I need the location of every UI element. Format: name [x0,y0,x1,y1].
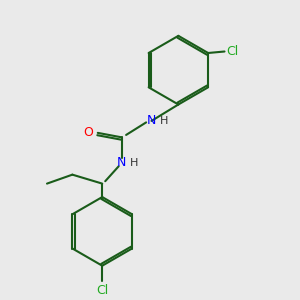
Text: O: O [83,126,93,140]
Text: H: H [130,158,138,168]
Text: Cl: Cl [96,284,108,297]
Text: N: N [147,114,156,128]
Text: Cl: Cl [226,45,238,58]
Text: N: N [117,156,126,169]
Text: H: H [160,116,168,126]
